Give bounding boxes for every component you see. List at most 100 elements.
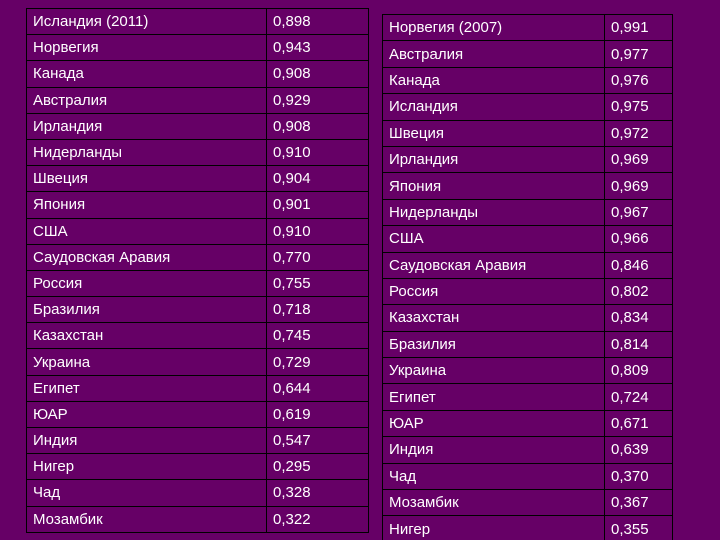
country-cell: Швеция bbox=[26, 165, 267, 193]
hdi-table-2007-body: Норвегия (2007) 0,991 Австралия 0,977 Канада… bbox=[382, 13, 673, 540]
value-cell: 0,975 bbox=[604, 93, 673, 121]
value-cell: 0,367 bbox=[604, 489, 673, 517]
table-row: Исландия 0,975 bbox=[382, 93, 673, 121]
country-cell: Исландия bbox=[382, 93, 605, 121]
table-row: США 0,910 bbox=[26, 217, 369, 245]
country-cell: Египет bbox=[382, 383, 605, 411]
country-cell: ЮАР bbox=[26, 400, 267, 429]
table-row: Канада 0,976 bbox=[382, 66, 673, 95]
country-cell: Япония bbox=[382, 172, 605, 200]
value-cell: 0,969 bbox=[604, 172, 673, 200]
value-cell: 0,724 bbox=[604, 383, 673, 411]
table-row: Бразилия 0,718 bbox=[26, 296, 369, 324]
value-cell: 0,972 bbox=[604, 119, 673, 147]
table-row: Индия 0,547 bbox=[26, 426, 369, 455]
table-row: Россия 0,802 bbox=[382, 277, 673, 306]
table-row: США 0,966 bbox=[382, 225, 673, 253]
country-cell: Нигер bbox=[26, 453, 267, 481]
value-cell: 0,898 bbox=[266, 7, 369, 36]
table-row: Мозамбик 0,322 bbox=[26, 505, 369, 533]
value-cell: 0,969 bbox=[604, 145, 673, 174]
country-cell: Нидерланды bbox=[26, 138, 267, 167]
table-row: Украина 0,729 bbox=[26, 348, 369, 376]
table-row: Норвегия 0,943 bbox=[26, 34, 369, 62]
value-cell: 0,910 bbox=[266, 138, 369, 167]
value-cell: 0,639 bbox=[604, 436, 673, 464]
country-cell: Чад bbox=[382, 462, 605, 491]
country-cell: Швеция bbox=[382, 119, 605, 147]
table-row: Мозамбик 0,367 bbox=[382, 489, 673, 517]
value-cell: 0,755 bbox=[266, 269, 369, 298]
value-cell: 0,910 bbox=[266, 217, 369, 245]
country-cell: Мозамбик bbox=[382, 489, 605, 517]
value-cell: 0,328 bbox=[266, 479, 369, 507]
country-cell: Исландия (2011) bbox=[26, 7, 267, 36]
table-row: Чад 0,370 bbox=[382, 462, 673, 491]
country-cell: Саудовская Аравия bbox=[26, 243, 267, 271]
table-row: Чад 0,328 bbox=[26, 479, 369, 507]
table-row: Канада 0,908 bbox=[26, 60, 369, 88]
country-cell: США bbox=[382, 225, 605, 253]
country-cell: Япония bbox=[26, 191, 267, 219]
value-cell: 0,644 bbox=[266, 374, 369, 402]
table-row: Казахстан 0,745 bbox=[26, 322, 369, 350]
value-cell: 0,834 bbox=[604, 304, 673, 332]
value-cell: 0,809 bbox=[604, 357, 673, 385]
value-cell: 0,370 bbox=[604, 462, 673, 491]
country-cell: Канада bbox=[382, 66, 605, 95]
value-cell: 0,943 bbox=[266, 34, 369, 62]
value-cell: 0,355 bbox=[604, 515, 673, 540]
table-row: Египет 0,644 bbox=[26, 374, 369, 402]
country-cell: Казахстан bbox=[382, 304, 605, 332]
country-cell: Саудовская Аравия bbox=[382, 251, 605, 279]
table-row: Австралия 0,977 bbox=[382, 40, 673, 68]
value-cell: 0,977 bbox=[604, 40, 673, 68]
value-cell: 0,745 bbox=[266, 322, 369, 350]
value-cell: 0,671 bbox=[604, 409, 673, 438]
country-cell: Канада bbox=[26, 60, 267, 88]
value-cell: 0,967 bbox=[604, 198, 673, 227]
country-cell: Бразилия bbox=[382, 330, 605, 359]
value-cell: 0,322 bbox=[266, 505, 369, 533]
value-cell: 0,901 bbox=[266, 191, 369, 219]
table-row: Норвегия (2007) 0,991 bbox=[382, 13, 673, 42]
value-cell: 0,295 bbox=[266, 453, 369, 481]
country-cell: Ирландия bbox=[382, 145, 605, 174]
table-row: Нигер 0,355 bbox=[382, 515, 673, 540]
table-row: Япония 0,901 bbox=[26, 191, 369, 219]
country-cell: Ирландия bbox=[26, 112, 267, 140]
country-cell: Мозамбик bbox=[26, 505, 267, 533]
table-row: ЮАР 0,671 bbox=[382, 409, 673, 438]
country-cell: США bbox=[26, 217, 267, 245]
table-row: Саудовская Аравия 0,770 bbox=[26, 243, 369, 271]
country-cell: Египет bbox=[26, 374, 267, 402]
hdi-table-2011-body: Исландия (2011) 0,898 Норвегия 0,943 Канада 0… bbox=[26, 7, 369, 533]
country-cell: Бразилия bbox=[26, 296, 267, 324]
value-cell: 0,976 bbox=[604, 66, 673, 95]
table-row: Нидерланды 0,910 bbox=[26, 138, 369, 167]
table-row: Саудовская Аравия 0,846 bbox=[382, 251, 673, 279]
country-cell: Чад bbox=[26, 479, 267, 507]
value-cell: 0,966 bbox=[604, 225, 673, 253]
country-cell: Россия bbox=[26, 269, 267, 298]
country-cell: Нидерланды bbox=[382, 198, 605, 227]
country-cell: Россия bbox=[382, 277, 605, 306]
value-cell: 0,908 bbox=[266, 112, 369, 140]
value-cell: 0,729 bbox=[266, 348, 369, 376]
value-cell: 0,770 bbox=[266, 243, 369, 271]
table-row: Ирландия 0,969 bbox=[382, 145, 673, 174]
hdi-table-2011: Исландия (2011) 0,898 Норвегия 0,943 Канада 0… bbox=[26, 7, 369, 533]
value-cell: 0,814 bbox=[604, 330, 673, 359]
value-cell: 0,802 bbox=[604, 277, 673, 306]
table-row: Индия 0,639 bbox=[382, 436, 673, 464]
country-cell: Индия bbox=[26, 426, 267, 455]
country-cell: Украина bbox=[26, 348, 267, 376]
country-cell: Норвегия (2007) bbox=[382, 13, 605, 42]
value-cell: 0,908 bbox=[266, 60, 369, 88]
value-cell: 0,846 bbox=[604, 251, 673, 279]
table-row: Украина 0,809 bbox=[382, 357, 673, 385]
table-row: Швеция 0,972 bbox=[382, 119, 673, 147]
country-cell: ЮАР bbox=[382, 409, 605, 438]
country-cell: Норвегия bbox=[26, 34, 267, 62]
